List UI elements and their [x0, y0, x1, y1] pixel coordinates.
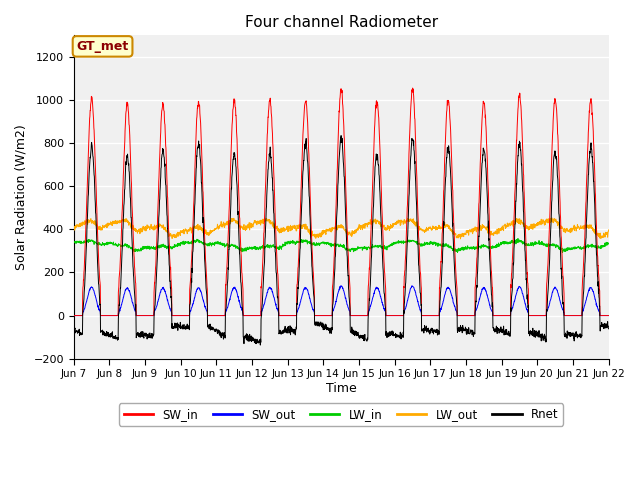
Text: GT_met: GT_met	[76, 40, 129, 53]
X-axis label: Time: Time	[326, 382, 356, 395]
Legend: SW_in, SW_out, LW_in, LW_out, Rnet: SW_in, SW_out, LW_in, LW_out, Rnet	[119, 403, 563, 426]
Y-axis label: Solar Radiation (W/m2): Solar Radiation (W/m2)	[15, 124, 28, 270]
Title: Four channel Radiometer: Four channel Radiometer	[244, 15, 438, 30]
